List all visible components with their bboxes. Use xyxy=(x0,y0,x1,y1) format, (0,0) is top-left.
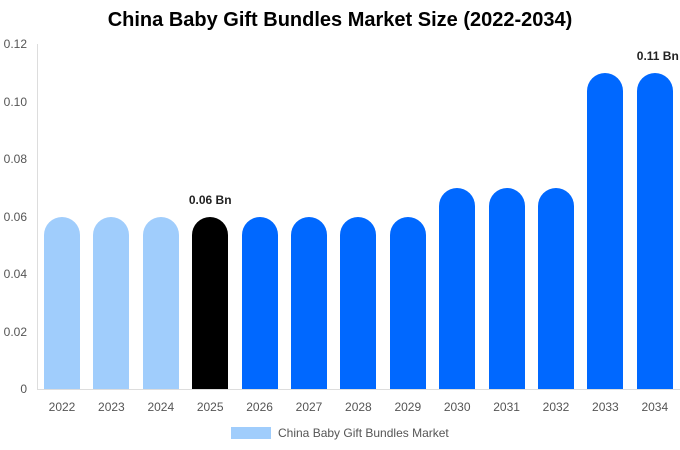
x-tick-label: 2030 xyxy=(443,400,471,414)
y-tick-label: 0.02 xyxy=(3,324,27,339)
bar-2030[interactable] xyxy=(439,187,476,389)
bar-2029[interactable] xyxy=(389,216,426,389)
x-tick-label: 2034 xyxy=(641,400,669,414)
bar-2027[interactable] xyxy=(291,216,327,389)
x-tick-label: 2027 xyxy=(295,400,323,414)
bar-2028[interactable] xyxy=(340,216,377,389)
y-tick-label: 0.12 xyxy=(3,37,27,51)
bar-2023[interactable] xyxy=(93,216,130,389)
data-label: 0.06 Bn xyxy=(188,192,232,207)
x-tick-label: 2026 xyxy=(246,400,273,414)
x-axis-line xyxy=(37,389,680,390)
bar-2033[interactable] xyxy=(587,72,624,389)
x-tick-label: 2023 xyxy=(98,400,125,414)
y-tick-label: 0.08 xyxy=(3,152,27,166)
data-label: 0.11 Bn xyxy=(636,48,679,63)
legend-label: China Baby Gift Bundles Market xyxy=(278,426,449,440)
y-tick-label: 0.04 xyxy=(3,267,27,281)
plot-area xyxy=(37,44,680,389)
x-tick-label: 2029 xyxy=(394,400,422,414)
bar-2032[interactable] xyxy=(538,187,574,389)
bar-2031[interactable] xyxy=(488,187,525,389)
legend[interactable]: China Baby Gift Bundles Market xyxy=(231,426,449,440)
x-tick-label: 2033 xyxy=(592,400,619,414)
bar-2022[interactable] xyxy=(44,216,80,389)
x-tick-label: 2032 xyxy=(542,400,570,414)
y-tick-label: 0 xyxy=(20,382,27,396)
bar-2034[interactable] xyxy=(636,72,673,389)
legend-swatch xyxy=(231,427,271,439)
bar-2025[interactable] xyxy=(192,216,229,389)
x-tick-label: 2028 xyxy=(345,400,372,414)
bar-2024[interactable] xyxy=(142,216,179,389)
y-tick-label: 0.06 xyxy=(3,209,27,224)
y-axis-line xyxy=(37,44,38,390)
x-tick-label: 2022 xyxy=(48,400,76,414)
bar-2026[interactable] xyxy=(241,216,278,389)
x-tick-label: 2031 xyxy=(493,400,520,414)
x-tick-label: 2024 xyxy=(147,400,175,414)
chart-title: China Baby Gift Bundles Market Size (202… xyxy=(107,9,573,31)
y-tick-label: 0.10 xyxy=(3,94,27,109)
x-tick-label: 2025 xyxy=(196,400,224,414)
